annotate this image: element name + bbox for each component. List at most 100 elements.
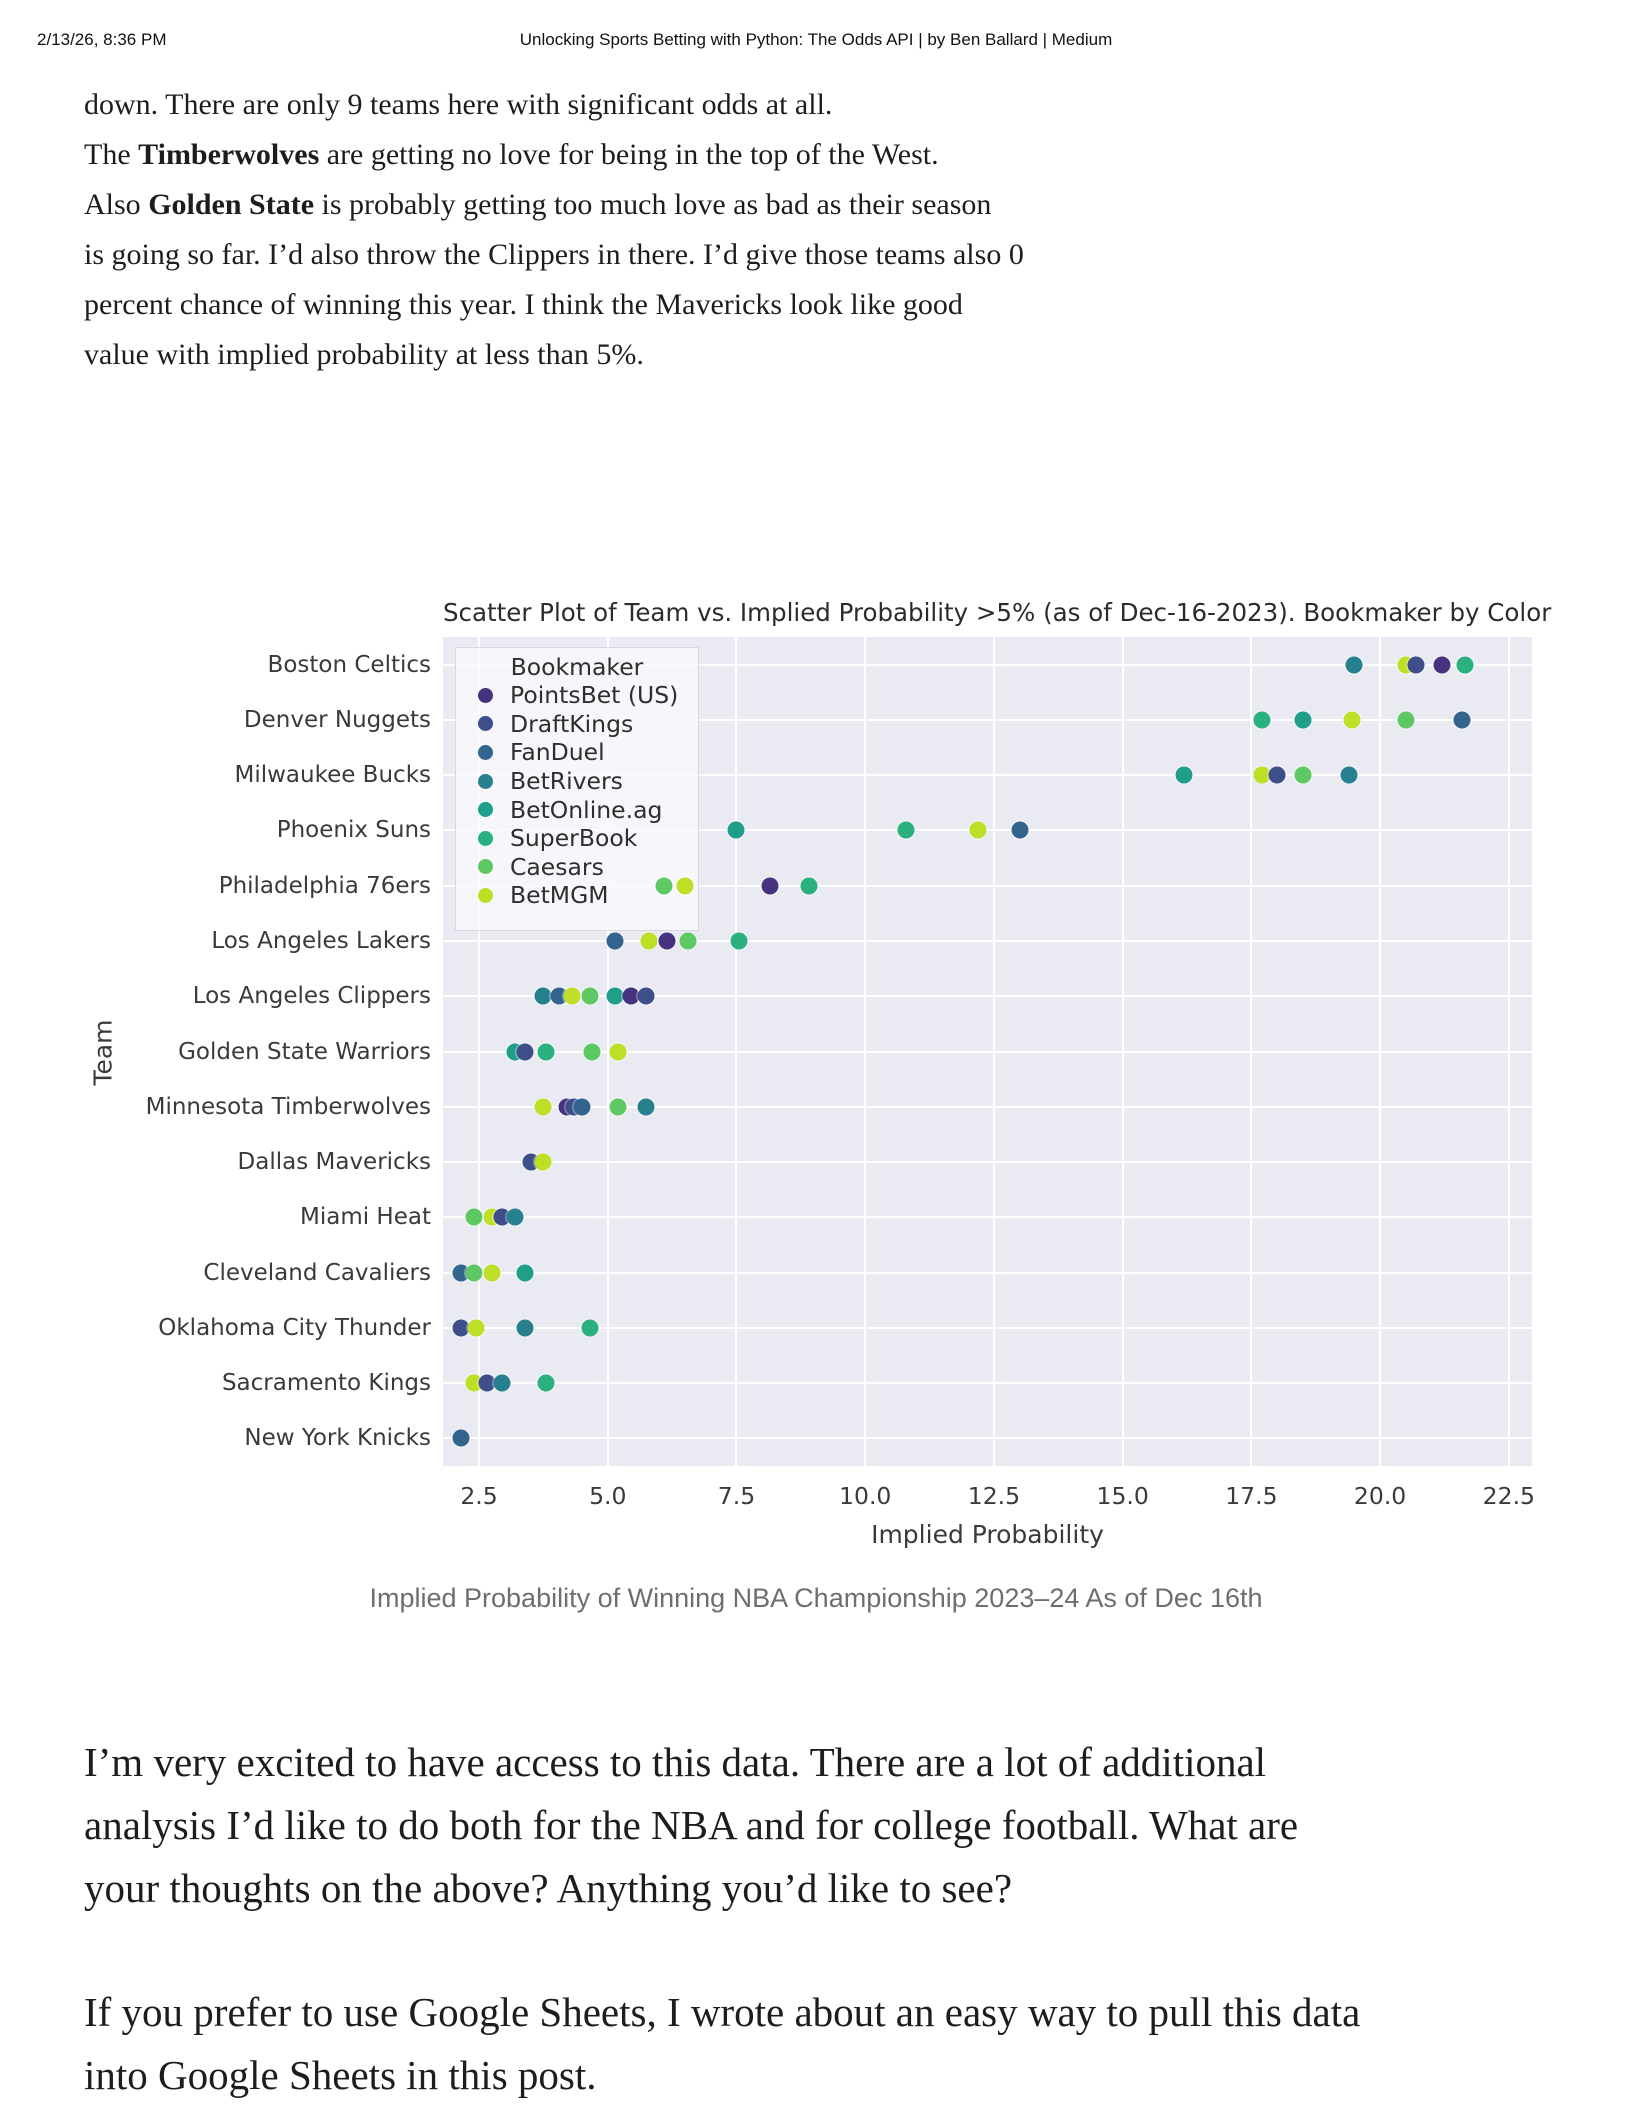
scatter-point [606, 987, 624, 1005]
scatter-point [483, 1264, 501, 1282]
y-tick-label: Cleveland Cavaliers [203, 1259, 431, 1286]
gridline-vertical [478, 637, 481, 1466]
scatter-point [478, 1374, 496, 1392]
scatter-point [522, 1153, 540, 1171]
print-timestamp: 2/13/26, 8:36 PM [37, 30, 167, 49]
paragraph-line: is going so far. I’d also throw the Clip… [84, 238, 1024, 271]
legend-entry: SuperBook [456, 824, 698, 853]
legend-entry: Caesars [456, 853, 698, 882]
legend-swatch [478, 859, 493, 875]
scatter-point [609, 1098, 627, 1116]
gridline-vertical [606, 637, 609, 1466]
y-tick-label: Los Angeles Lakers [211, 927, 431, 954]
gridline-horizontal [443, 663, 1532, 666]
legend-entry: DraftKings [456, 710, 698, 739]
paragraph-line: your thoughts on the above? Anything you… [84, 1865, 1013, 1911]
plot-area: Bookmaker PointsBet (US) DraftKings FanDue… [443, 637, 1532, 1466]
y-tick-label: New York Knicks [244, 1425, 431, 1452]
scatter-point [1253, 711, 1271, 729]
paragraph-1: down. There are only 9 teams here with s… [84, 80, 1632, 380]
legend-entry: BetOnline.ag [456, 795, 698, 824]
scatter-point [1345, 656, 1363, 674]
legend-label: FanDuel [510, 738, 605, 767]
scatter-point [1340, 766, 1358, 784]
text-run: is probably getting too much love as bad… [314, 188, 992, 221]
bold-text-timberwolves: Timberwolves [138, 138, 320, 171]
gridline-horizontal [443, 1437, 1532, 1440]
paragraph-line: down. There are only 9 teams here with s… [84, 88, 833, 121]
x-tick-label: 5.0 [589, 1482, 627, 1510]
scatter-point [467, 1319, 485, 1337]
legend-swatch [478, 887, 493, 903]
scatter-point [534, 1153, 552, 1171]
scatter-point [550, 987, 568, 1005]
gridline-horizontal [443, 774, 1532, 777]
scatter-point [655, 877, 673, 895]
scatter-point [516, 1319, 534, 1337]
legend-entry: BetMGM [456, 881, 698, 910]
paragraph-line: analysis I’d like to do both for the NBA… [84, 1802, 1299, 1848]
scatter-point [1343, 711, 1361, 729]
scatter-point [537, 1374, 555, 1392]
scatter-point [1397, 711, 1415, 729]
scatter-point [493, 1374, 511, 1392]
scatter-point [452, 1264, 470, 1282]
legend-swatch [478, 744, 493, 760]
scatter-point [609, 1043, 627, 1060]
scatter-point [1175, 766, 1193, 784]
scatter-point [637, 987, 655, 1005]
x-tick-label: 20.0 [1353, 1482, 1407, 1510]
scatter-point [563, 987, 581, 1005]
legend-label: BetRivers [510, 767, 623, 796]
scatter-point [969, 821, 987, 839]
scatter-point [1294, 766, 1312, 784]
x-tick-label: 12.5 [967, 1482, 1021, 1510]
text-run: The [84, 138, 139, 171]
gridline-vertical [992, 637, 995, 1466]
bold-text-golden-state: Golden State [148, 188, 315, 221]
paragraph-line: percent chance of winning this year. I t… [84, 288, 963, 321]
scatter-point [897, 821, 915, 839]
legend-swatch [478, 687, 493, 703]
legend-entry: BetRivers [456, 767, 698, 796]
scatter-point [581, 1319, 599, 1337]
gridline-horizontal [443, 995, 1532, 998]
legend-label: Caesars [510, 852, 604, 881]
scatter-point [581, 987, 599, 1005]
scatter-point [493, 1208, 511, 1226]
scatter-point [452, 1319, 470, 1337]
document-title: Unlocking Sports Betting with Python: Th… [519, 30, 1113, 49]
x-tick-label: 22.5 [1482, 1482, 1535, 1510]
legend-label: PointsBet (US) [510, 681, 679, 710]
scatter-point [534, 987, 552, 1005]
scatter-point [465, 1264, 483, 1282]
page: { "header": { "datetime": "2/13/26, 8:36… [0, 30, 1632, 2120]
scatter-point [727, 821, 745, 839]
y-tick-label: Sacramento Kings [221, 1370, 431, 1397]
y-tick-label: Oklahoma City Thunder [158, 1314, 431, 1341]
paragraph-line: Also Golden State is probably getting to… [84, 180, 1632, 230]
gridline-horizontal [443, 1271, 1532, 1274]
scatter-point [1407, 656, 1425, 674]
scatter-point [1456, 656, 1474, 674]
gridline-horizontal [443, 1326, 1532, 1329]
scatter-point [1011, 821, 1029, 839]
legend-swatch [478, 773, 493, 789]
paragraph-line: value with implied probability at less t… [84, 338, 644, 371]
paragraph-3: If you prefer to use Google Sheets, I wr… [84, 1981, 1632, 2107]
scatter-point [465, 1374, 483, 1392]
scatter-point [658, 932, 676, 950]
gridline-vertical [1379, 637, 1382, 1466]
text-run: are getting no love for being in the top… [319, 138, 939, 171]
legend-entry: PointsBet (US) [456, 681, 698, 710]
text-run: Also [84, 188, 149, 221]
legend-entry: FanDuel [456, 738, 698, 767]
gridline-horizontal [443, 1161, 1532, 1164]
gridline-horizontal [443, 1050, 1532, 1053]
scatter-point [573, 1098, 591, 1116]
y-tick-label: Golden State Warriors [178, 1038, 431, 1065]
legend-title: Bookmaker [510, 653, 644, 681]
gridline-vertical [1121, 637, 1124, 1466]
gridline-horizontal [443, 1216, 1532, 1219]
gridline-vertical [864, 637, 867, 1466]
